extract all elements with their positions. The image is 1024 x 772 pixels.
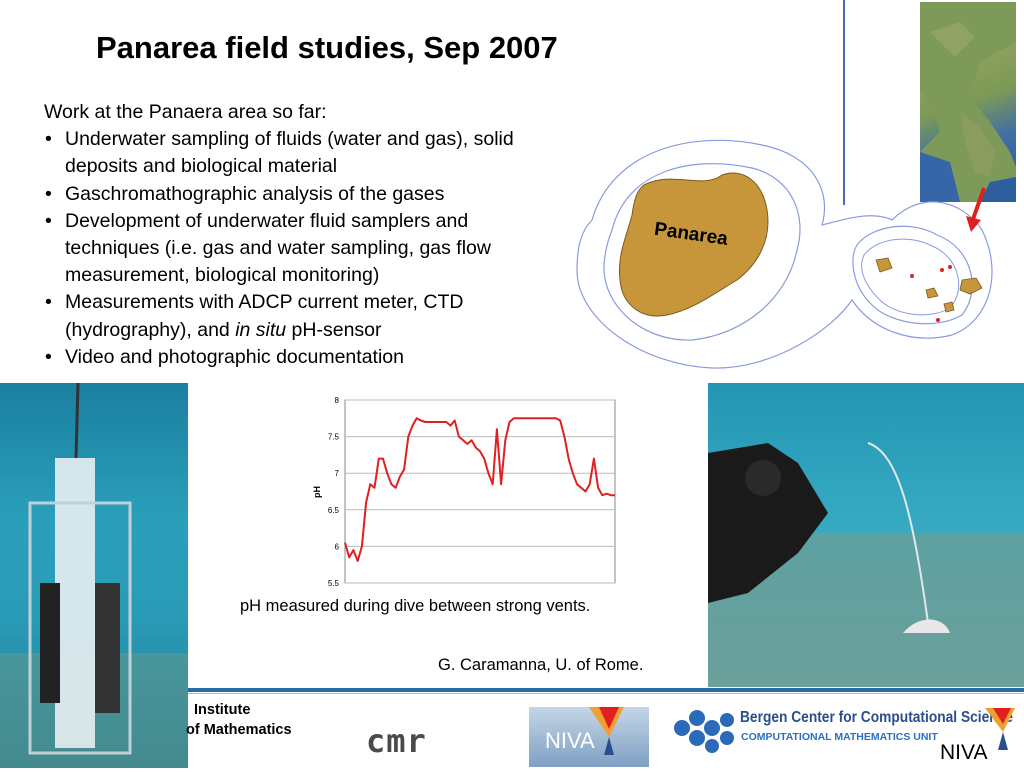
ph-chart: 8 7.5 7 6.5 6 5.5 pH <box>312 396 616 588</box>
bccs-logo-dots <box>674 710 734 753</box>
location-arrow-head <box>966 216 981 232</box>
chart-y-tick-label: 5.5 <box>328 579 340 588</box>
bathymetry-contour <box>861 238 960 316</box>
bullet-text: Measurements with ADCP current meter, CT… <box>65 291 464 341</box>
diver-photo <box>708 383 1024 687</box>
vent-marker <box>910 274 914 278</box>
panarea-map: Panarea <box>576 139 993 369</box>
chart-y-axis-label: pH <box>312 486 322 498</box>
europe-map-graphic <box>920 2 1016 202</box>
bullet-text: Development of underwater fluid samplers… <box>65 209 491 287</box>
list-item: • Video and photographic documentation <box>44 344 544 371</box>
niva-logo-text: NIVA <box>545 728 595 753</box>
bullet-text: Video and photographic documentation <box>65 345 404 368</box>
niva-small-logo <box>985 708 1015 750</box>
europe-satellite-map <box>920 2 1016 202</box>
footer-rule <box>188 688 1024 692</box>
cmr-logo: cmr <box>366 722 427 760</box>
islet <box>959 277 983 295</box>
institute-name-line1: Institute <box>194 702 251 718</box>
intro-line: Work at the Panaera area so far: <box>44 101 327 123</box>
bccs-title: Bergen Center for Computational Science <box>740 709 1013 726</box>
sampler-photo-graphic <box>0 383 188 768</box>
bullet-list: • Underwater sampling of fluids (water an… <box>44 126 544 371</box>
map-divider-line <box>843 0 845 205</box>
bullet-dot: • <box>45 209 52 232</box>
ph-series-line <box>344 417 615 562</box>
niva-logo-graphic <box>589 707 624 755</box>
chart-y-ticks: 8 7.5 7 6.5 6 5.5 <box>328 396 340 588</box>
photo-credit: G. Caramanna, U. of Rome. <box>438 656 644 674</box>
list-item: • Underwater sampling of fluids (water an… <box>44 126 544 180</box>
chart-y-tick-label: 6 <box>335 542 340 551</box>
chart-caption: pH measured during dive between strong v… <box>240 597 591 615</box>
vent-marker <box>940 268 944 272</box>
chart-lines <box>344 417 615 562</box>
chart-y-tick-label: 7 <box>335 469 340 478</box>
bullet-text: pH-sensor <box>286 318 382 341</box>
bullet-dot: • <box>45 345 52 368</box>
vent-marker <box>936 318 940 322</box>
vent-marker <box>948 265 952 269</box>
chart-y-tick-label: 6.5 <box>328 506 340 515</box>
chart-grid <box>345 399 615 584</box>
bullet-dot: • <box>45 182 52 205</box>
islet <box>925 287 939 299</box>
footer-rule-thin <box>188 693 1024 694</box>
bathymetry-contour <box>576 139 993 369</box>
bullet-text: Gaschromathographic analysis of the gase… <box>65 182 445 205</box>
bullet-text-block: Work at the Panaera area so far: • Underw… <box>44 99 544 371</box>
bathymetry-contour <box>603 163 801 341</box>
bathymetry-contour <box>852 225 973 325</box>
islet <box>943 301 955 313</box>
niva-small-logo-text: NIVA <box>940 741 988 764</box>
bullet-dot: • <box>45 128 52 151</box>
chart-y-tick-label: 7.5 <box>328 433 340 442</box>
list-item: • Measurements with ADCP current meter, C… <box>44 289 544 343</box>
institute-name-line2: of Mathematics <box>186 722 292 738</box>
bullet-italic-text: in situ <box>235 318 287 341</box>
list-item: • Development of underwater fluid sampler… <box>44 208 544 290</box>
chart-y-tick-label: 8 <box>335 396 340 405</box>
list-item: • Gaschromathographic analysis of the gas… <box>44 181 544 208</box>
bccs-subtitle: COMPUTATIONAL MATHEMATICS UNIT <box>741 731 938 743</box>
location-arrow <box>970 187 986 223</box>
diver-photo-graphic <box>708 442 1024 687</box>
panarea-island <box>618 172 769 317</box>
bullet-dot: • <box>45 291 52 314</box>
niva-logo <box>529 707 649 767</box>
islet <box>875 257 893 273</box>
slide-title: Panarea field studies, Sep 2007 <box>96 30 558 65</box>
chart-plot-area <box>344 399 616 584</box>
underwater-sampler-photo <box>0 383 188 768</box>
bullet-text: Underwater sampling of fluids (water and… <box>65 128 514 178</box>
